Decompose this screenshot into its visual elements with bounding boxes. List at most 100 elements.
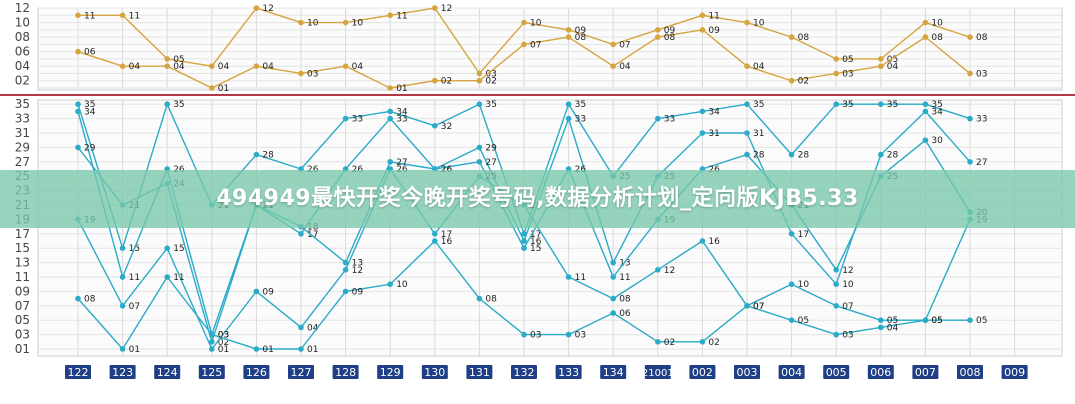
x-tick-box (154, 365, 181, 379)
bottom-data-label: 02 (664, 338, 675, 348)
bottom-data-label: 33 (352, 115, 363, 125)
bottom-data-label: 03 (530, 331, 541, 341)
bottom-panel-frame (37, 99, 1063, 357)
bottom-data-label: 35 (84, 100, 95, 110)
bottom-data-label: 05 (976, 316, 987, 326)
bottom-point (833, 331, 839, 338)
x-tick-box (243, 365, 270, 379)
bottom-data-label: 03 (842, 331, 853, 341)
top-point (253, 5, 260, 11)
x-tick-box (867, 365, 894, 379)
bottom-point (922, 317, 929, 324)
x-tick-label: 005 (826, 366, 847, 379)
x-tick-label: 21001 (642, 368, 674, 379)
x-tick-label: 004 (781, 366, 802, 379)
bottom-point (610, 274, 616, 280)
bottom-point (744, 130, 750, 136)
bottom-point (699, 238, 706, 244)
top-data-label: 05 (842, 55, 853, 65)
bottom-data-label: 28 (262, 151, 274, 161)
bottom-data-label: 33 (396, 115, 407, 125)
bottom-point (610, 259, 616, 266)
bottom-data-label: 05 (887, 316, 898, 326)
bottom-point (119, 346, 126, 352)
top-point (75, 12, 81, 19)
bottom-data-label: 07 (753, 302, 764, 312)
bottom-data-label: 10 (842, 280, 854, 290)
top-data-label: 02 (485, 77, 496, 87)
bottom-point (833, 303, 839, 309)
top-data-label: 08 (575, 33, 587, 43)
bottom-point (610, 310, 616, 316)
bottom-point (788, 231, 795, 237)
bottom-point (565, 274, 572, 280)
top-data-label: 04 (262, 62, 274, 72)
bottom-data-label: 09 (352, 287, 364, 297)
top-data-label: 05 (887, 55, 898, 65)
top-point (565, 27, 572, 33)
bottom-data-label: 35 (575, 100, 586, 110)
top-data-label: 04 (352, 62, 364, 72)
x-tick-label: 009 (1004, 366, 1025, 379)
bottom-point (922, 137, 929, 143)
top-data-label: 04 (218, 62, 230, 72)
top-point (342, 63, 349, 69)
top-y-tick-label: 08 (15, 30, 30, 44)
top-data-label: 04 (753, 62, 765, 72)
bottom-y-tick-label: 01 (15, 342, 30, 356)
bottom-data-label: 13 (619, 259, 630, 269)
bottom-point (744, 303, 750, 309)
top-data-label: 03 (976, 69, 987, 79)
bottom-point (253, 151, 260, 158)
bottom-point (788, 281, 795, 288)
x-tick-label: 006 (870, 366, 891, 379)
top-data-label: 03 (485, 69, 496, 79)
bottom-data-label: 07 (129, 302, 140, 312)
x-tick-label: 127 (291, 366, 312, 379)
bottom-data-label: 15 (173, 244, 184, 254)
bottom-data-label: 35 (753, 100, 764, 110)
bottom-data-label: 17 (530, 230, 541, 240)
x-tick-label: 125 (201, 366, 222, 379)
bottom-y-tick-label: 31 (15, 126, 30, 140)
x-tick-label: 124 (157, 366, 178, 379)
top-point (298, 70, 304, 77)
bottom-data-label: 11 (129, 273, 140, 283)
bottom-data-label: 13 (352, 259, 363, 269)
bottom-point (387, 115, 394, 122)
bottom-data-label: 35 (842, 100, 853, 110)
bottom-point (253, 288, 260, 295)
bottom-data-label: 03 (575, 331, 586, 341)
bottom-point (119, 303, 126, 309)
top-point (655, 27, 661, 33)
bottom-point (432, 238, 438, 244)
bottom-point (298, 231, 304, 237)
bottom-point (744, 151, 750, 158)
bottom-point (699, 339, 706, 345)
x-tick-box (511, 365, 537, 379)
top-data-label: 08 (931, 33, 943, 43)
x-tick-box (288, 365, 314, 379)
bottom-point (119, 245, 126, 251)
bottom-data-label: 08 (619, 295, 631, 305)
top-data-label: 10 (530, 19, 542, 29)
bottom-point (119, 274, 126, 280)
bottom-point (878, 151, 884, 158)
x-tick-box (778, 365, 805, 379)
top-data-label: 10 (753, 19, 765, 29)
bottom-data-label: 11 (173, 273, 184, 283)
top-point (922, 19, 929, 26)
bottom-y-tick-label: 27 (15, 155, 30, 169)
bottom-y-tick-label: 17 (15, 227, 30, 241)
bottom-data-label: 33 (976, 115, 987, 125)
bottom-point (521, 245, 527, 251)
bottom-y-tick-label: 13 (15, 256, 30, 270)
x-tick-box (377, 365, 404, 379)
bottom-data-label: 35 (485, 100, 496, 110)
bottom-data-label: 30 (931, 136, 943, 146)
bottom-point (699, 108, 706, 115)
bottom-point (342, 259, 349, 266)
bottom-data-label: 29 (485, 143, 497, 153)
bottom-y-tick-label: 33 (15, 112, 30, 126)
